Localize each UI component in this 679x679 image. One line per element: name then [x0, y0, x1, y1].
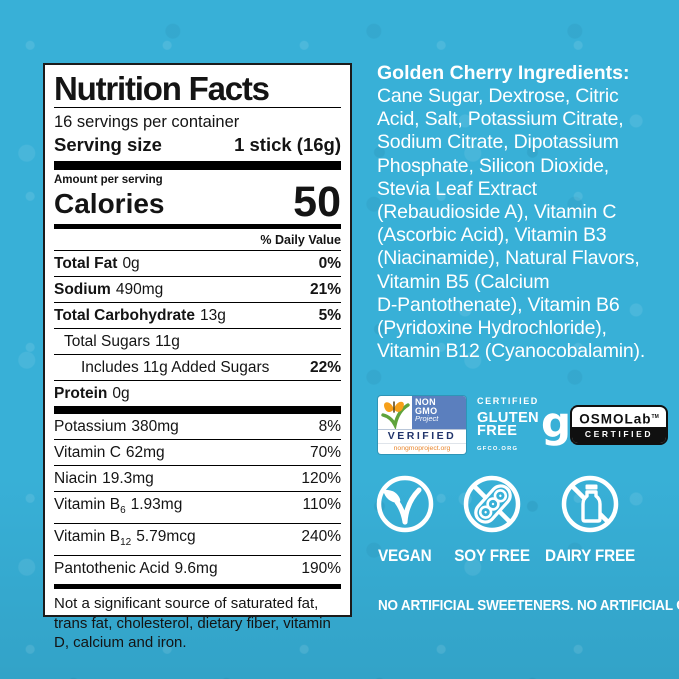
- daily-value: 110%: [302, 496, 342, 513]
- calories-value: 50: [293, 178, 341, 226]
- ingredients-line: (Niacinamide), Natural Flavors,: [377, 247, 640, 270]
- daily-value: 21%: [309, 281, 341, 298]
- serving-size-label: Serving size: [54, 134, 162, 155]
- daily-value: 0%: [318, 255, 341, 272]
- butterfly-icon: [378, 396, 412, 431]
- medium-divider: [54, 584, 341, 590]
- daily-value: 120%: [301, 470, 341, 487]
- vegan-label: VEGAN: [378, 546, 432, 565]
- medium-divider: [54, 224, 341, 229]
- ingredients-line: (Pyridoxine Hydrochloride),: [377, 317, 607, 340]
- serving-size-value: 1 stick (16g): [234, 134, 341, 155]
- label-title: Nutrition Facts: [54, 70, 270, 107]
- table-row: Vitamin B12 5.79mcg 240%: [54, 524, 341, 557]
- daily-value-header: % Daily Value: [54, 229, 341, 251]
- dairy-free-item: DAIRY FREE: [538, 472, 642, 566]
- daily-value: 5%: [318, 307, 341, 324]
- non-gmo-verified-badge: NON GMO Project VERIFIED nongmoproject.o…: [378, 396, 466, 454]
- ingredients-line: (Rebaudioside A), Vitamin C: [377, 201, 617, 224]
- ingredients-heading: Golden Cherry Ingredients:: [377, 62, 630, 84]
- servings-per-container: 16 servings per container: [54, 113, 240, 131]
- ingredients-section: Golden Cherry Ingredients: Cane Sugar, D…: [377, 61, 673, 363]
- calories-row: Calories 50: [54, 178, 341, 226]
- soy-free-item: SOY FREE: [446, 472, 538, 566]
- label-footnote: Not a significant source of saturated fa…: [54, 595, 331, 652]
- soy-free-icon: [460, 472, 524, 541]
- daily-value: 190%: [301, 560, 341, 578]
- table-row: Vitamin B6 1.93mg 110%: [54, 492, 342, 525]
- thick-divider: [54, 406, 341, 414]
- ingredients-line: Sodium Citrate, Dipotassium: [377, 131, 619, 154]
- nongmo-url: nongmoproject.org: [378, 443, 466, 453]
- calories-label: Calories: [54, 188, 165, 219]
- table-row: Vitamin C 62mg 70%: [54, 440, 341, 466]
- table-row: Total Sugars 11g: [54, 329, 341, 355]
- daily-value: 22%: [309, 359, 341, 376]
- table-row: Potassium 380mg 8%: [54, 414, 341, 440]
- ingredients-line: (Ascorbic Acid), Vitamin B3: [377, 224, 607, 247]
- vegan-icon: [373, 472, 437, 541]
- tagline: NO ARTIFICIAL SWEETENERS. NO ARTIFICIAL …: [378, 598, 679, 614]
- certified-gluten-free-badge: CERTIFIED GLUTEN FREE g GFCO.ORG: [477, 396, 576, 454]
- dairy-free-label: DAIRY FREE: [544, 546, 636, 565]
- daily-value: 70%: [309, 444, 341, 461]
- table-row: Protein 0g: [54, 385, 130, 402]
- daily-value: 8%: [318, 418, 341, 435]
- nutrition-facts-label: Nutrition Facts 16 servings per containe…: [43, 63, 352, 651]
- gfco-g-icon: g: [541, 398, 572, 447]
- ingredients-line: Vitamin B12 (Cyanocobalamin).: [377, 340, 646, 363]
- ingredients-line: Vitamin B5 (Calcium: [377, 270, 550, 293]
- table-row: Total Carbohydrate 13g 5%: [54, 303, 341, 329]
- amount-per-serving: Amount per serving: [54, 174, 163, 186]
- serving-size-row: Serving size 1 stick (16g): [54, 133, 341, 157]
- verified-text: VERIFIED: [378, 429, 466, 443]
- ingredients-line: D-Pantothenate), Vitamin B6: [377, 293, 620, 316]
- table-row: Niacin 19.3mg 120%: [54, 466, 341, 492]
- table-row: Total Fat 0g 0%: [54, 251, 341, 277]
- vegan-item: VEGAN: [364, 472, 446, 566]
- soy-free-label: SOY FREE: [454, 546, 530, 565]
- ingredients-line: Phosphate, Silicon Dioxide,: [377, 154, 609, 177]
- diet-icons-row: VEGAN SOY FREE: [364, 472, 642, 566]
- dairy-free-icon: [558, 472, 622, 541]
- divider: [54, 107, 341, 108]
- table-row: Includes 11g Added Sugars 22%: [54, 355, 341, 381]
- table-row: Sodium 490mg 21%: [54, 277, 341, 303]
- ingredients-line: Acid, Salt, Potassium Citrate,: [377, 108, 624, 131]
- certification-badges: NON GMO Project VERIFIED nongmoproject.o…: [378, 396, 668, 454]
- thick-divider: [54, 161, 341, 170]
- ingredients-line: Stevia Leaf Extract: [377, 177, 537, 200]
- daily-value: 240%: [301, 528, 341, 546]
- table-row: Pantothenic Acid 9.6mg 190%: [54, 560, 341, 578]
- osmolab-certified-badge: OSMOLabTM CERTIFIED: [570, 404, 668, 446]
- ingredients-line: Cane Sugar, Dextrose, Citric: [377, 85, 619, 107]
